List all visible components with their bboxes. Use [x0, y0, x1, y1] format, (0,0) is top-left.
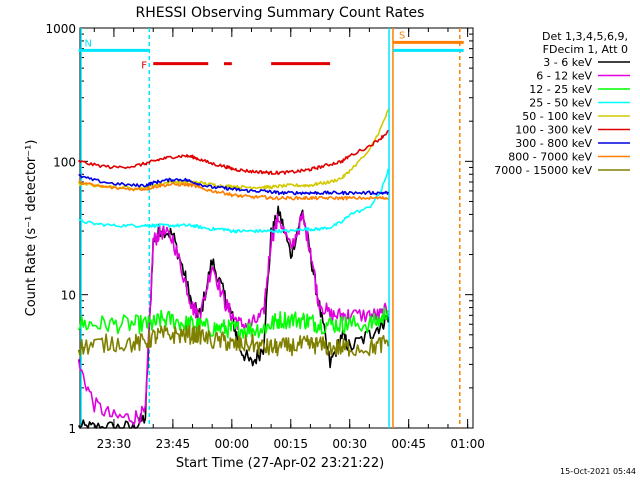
x-tick-label: 01:00	[450, 437, 485, 451]
series-line-2	[77, 211, 389, 426]
flag-label-F: F	[141, 61, 147, 72]
x-tick-label: 23:45	[156, 437, 191, 451]
y-tick-labels: 1 10 100 1000	[45, 22, 76, 436]
legend-entry-label: 3 - 6 keV	[543, 56, 592, 69]
legend-entry-label: 7000 - 15000 keV	[494, 164, 592, 177]
legend-entry-label: 800 - 7000 keV	[508, 151, 592, 164]
series-line-9	[77, 324, 389, 357]
y-tick-label: 100	[53, 155, 76, 169]
series-line-5	[77, 109, 389, 191]
legend: Det 1,3,4,5,6,9,FDecim 1, Att 03 - 6 keV…	[494, 30, 630, 177]
x-tick-labels: 23:30 23:45 00:00 00:15 00:30 00:45 01:00	[97, 437, 485, 451]
flag-label-N: N	[85, 38, 92, 49]
x-tick-label: 00:30	[332, 437, 367, 451]
y-tick-label: 10	[61, 289, 76, 303]
legend-entry-label: 300 - 800 keV	[515, 137, 592, 150]
x-tick-label: 00:15	[273, 437, 308, 451]
plot-frame	[79, 27, 474, 429]
series-line-7	[78, 174, 389, 196]
footer-timestamp: 15-Oct-2021 05:44	[560, 467, 636, 476]
x-tick-label: 00:00	[215, 437, 250, 451]
legend-entry-label: 100 - 300 keV	[515, 124, 592, 137]
flag-label-S: S	[399, 30, 405, 41]
legend-header: FDecim 1, Att 0	[543, 43, 628, 56]
legend-header: Det 1,3,4,5,6,9,	[542, 30, 628, 43]
legend-entry-label: 25 - 50 keV	[529, 97, 592, 110]
y-tick-label: 1000	[45, 22, 76, 36]
x-tick-label: 00:45	[391, 437, 426, 451]
x-tick-label: 23:30	[97, 437, 132, 451]
series-line-4	[78, 168, 389, 234]
series-line-8	[78, 180, 389, 201]
flag-bars: N S F	[78, 30, 464, 72]
data-series	[77, 109, 389, 429]
chart-title: RHESSI Observing Summary Count Rates	[136, 5, 425, 21]
vertical-markers	[80, 28, 461, 428]
legend-entry-label: 6 - 12 keV	[536, 70, 592, 83]
x-axis-label: Start Time (27-Apr-02 23:21:22)	[176, 456, 384, 471]
legend-entry-label: 50 - 100 keV	[522, 110, 592, 123]
y-tick-label: 1	[68, 422, 76, 436]
legend-entry-label: 12 - 25 keV	[529, 83, 592, 96]
y-axis-label: Count Rate (s⁻¹ detector⁻¹)	[24, 140, 39, 317]
series-line-6	[77, 129, 389, 176]
